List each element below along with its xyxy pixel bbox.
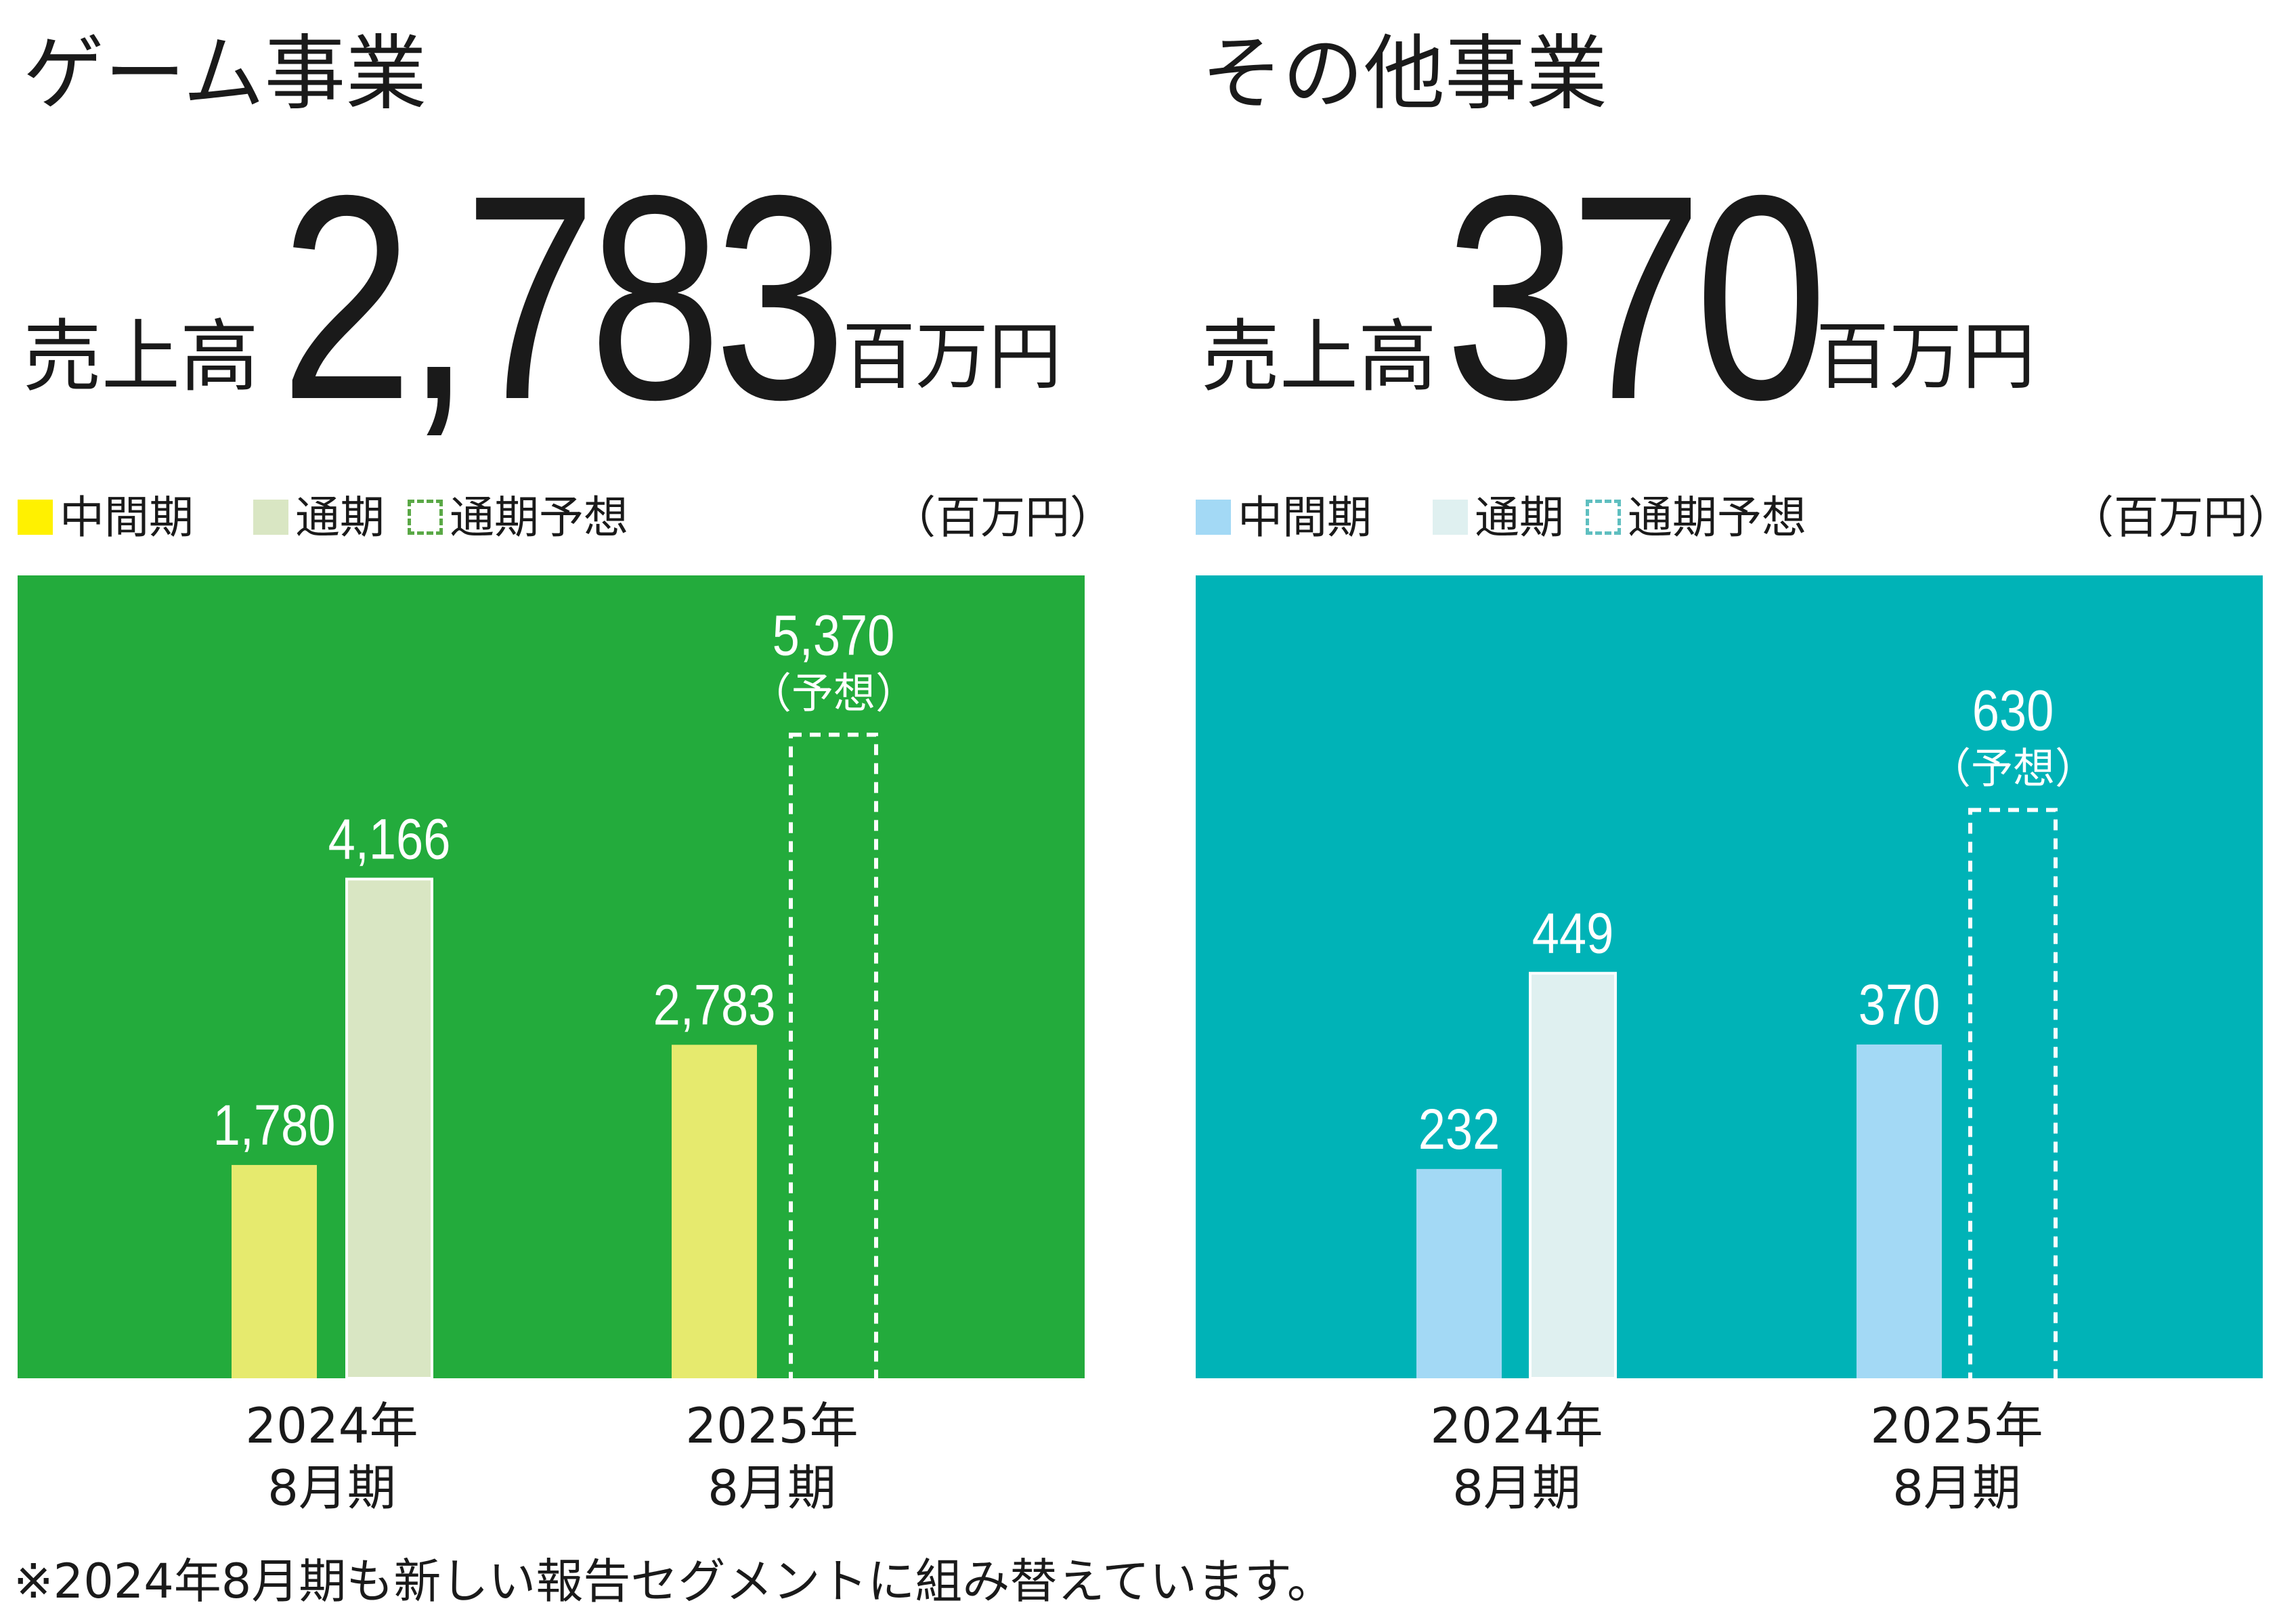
unit-label: （百万円）: [2069, 491, 2279, 544]
data-label-interim: 2,783: [653, 973, 776, 1036]
sales-value: 2,783: [280, 135, 846, 460]
chart-legend: 中間期 通期 通期予想 （百万円）: [18, 487, 1114, 548]
sales-label: 売上高: [23, 311, 259, 403]
x-axis-label-year: 2024年: [245, 1397, 418, 1454]
legend-item-full-year: 通期: [1433, 487, 1564, 548]
bar-chart: 1,780 4,166 2,783 （予想） 5,370: [18, 575, 1085, 1378]
bar-full-year: [345, 877, 433, 1378]
legend-item-forecast: 通期予想: [408, 487, 628, 548]
segment-title: ゲーム事業: [23, 27, 427, 121]
legend-swatch-interim: [18, 499, 53, 535]
sales-headline: 売上高 370 百万円: [1201, 135, 2279, 460]
game-segment-panel: ゲーム事業 売上高 2,783 百万円 中間期 通期 通期予想 （百万円） 1,…: [18, 0, 1128, 1530]
data-label-interim: 370: [1859, 973, 1940, 1036]
x-axis-label-year: 2025年: [685, 1397, 859, 1454]
x-axis-label-year: 2025年: [1870, 1397, 2043, 1454]
bar-interim: [1416, 1168, 1502, 1378]
data-label-full-year: 449: [1532, 902, 1614, 965]
legend-label-interim: 中間期: [60, 491, 194, 544]
bar-full-year: [1529, 971, 1617, 1378]
data-label-forecast-note: （予想）: [1929, 743, 2097, 793]
x-axis-label-2024: 2024年 8月期: [1381, 1395, 1652, 1519]
unit-label: （百万円）: [891, 491, 1114, 544]
legend-label-forecast: 通期予想: [1628, 491, 1806, 544]
x-axis-label-period: 8月期: [708, 1460, 836, 1516]
sales-value: 370: [1445, 135, 1827, 460]
bar-forecast: [789, 732, 878, 1378]
x-axis-label-2024: 2024年 8月期: [196, 1395, 467, 1519]
legend-item-interim: 中間期: [18, 487, 194, 548]
bar-interim: [232, 1164, 317, 1378]
data-label-interim: 1,780: [213, 1093, 336, 1157]
x-axis-label-period: 8月期: [1892, 1460, 2021, 1516]
legend-item-forecast: 通期予想: [1586, 487, 1806, 548]
x-axis-labels: 2024年 8月期 2025年 8月期: [1196, 1395, 2263, 1530]
data-label-interim: 232: [1418, 1097, 1500, 1161]
footnote: ※2024年8月期も新しい報告セグメントに組み替えています。: [14, 1554, 1334, 1609]
x-axis-label-year: 2024年: [1430, 1397, 1603, 1454]
legend-label-full-year: 通期: [295, 491, 385, 544]
legend-label-full-year: 通期: [1475, 491, 1564, 544]
x-axis-label-period: 8月期: [267, 1460, 396, 1516]
legend-label-forecast: 通期予想: [450, 491, 628, 544]
x-axis-label-period: 8月期: [1452, 1460, 1581, 1516]
bar-chart-svg: 1,780 4,166 2,783 （予想）5,370: [18, 575, 1085, 1378]
other-segment-panel: その他事業 売上高 370 百万円 中間期 通期 通期予想 （百万円） 232 4…: [1196, 0, 2279, 1530]
legend-swatch-full-year: [253, 499, 288, 535]
bar-chart-svg: 232 449 370 （予想）630: [1196, 575, 2263, 1378]
legend-swatch-interim: [1196, 499, 1231, 535]
sales-headline: 売上高 2,783 百万円: [23, 135, 1120, 460]
x-axis-label-2025: 2025年 8月期: [1821, 1395, 2092, 1519]
bar-forecast: [1968, 808, 2058, 1378]
data-label-forecast: 630: [1972, 678, 2054, 742]
segment-title: その他事業: [1201, 27, 1607, 121]
legend-label-interim: 中間期: [1238, 491, 1372, 544]
bar-chart: 232 449 370 （予想） 630: [1196, 575, 2263, 1378]
legend-item-interim: 中間期: [1196, 487, 1372, 548]
data-label-full-year: 4,166: [328, 807, 451, 871]
sales-unit: 百万円: [1816, 315, 2036, 399]
x-axis-label-2025: 2025年 8月期: [636, 1395, 907, 1519]
legend-swatch-full-year: [1433, 499, 1468, 535]
plot-background: [18, 575, 1085, 1378]
bar-interim: [1857, 1044, 1942, 1378]
legend-swatch-forecast: [1586, 499, 1621, 535]
sales-label: 売上高: [1201, 311, 1437, 403]
chart-legend: 中間期 通期 通期予想 （百万円）: [1196, 487, 2279, 548]
data-label-forecast-note: （予想）: [750, 668, 917, 718]
legend-item-full-year: 通期: [253, 487, 385, 548]
x-axis-labels: 2024年 8月期 2025年 8月期: [18, 1395, 1085, 1530]
plot-background: [1196, 575, 2263, 1378]
legend-swatch-forecast: [408, 499, 443, 535]
sales-unit: 百万円: [842, 315, 1062, 399]
data-label-forecast: 5,370: [773, 603, 895, 667]
bar-interim: [672, 1045, 757, 1378]
